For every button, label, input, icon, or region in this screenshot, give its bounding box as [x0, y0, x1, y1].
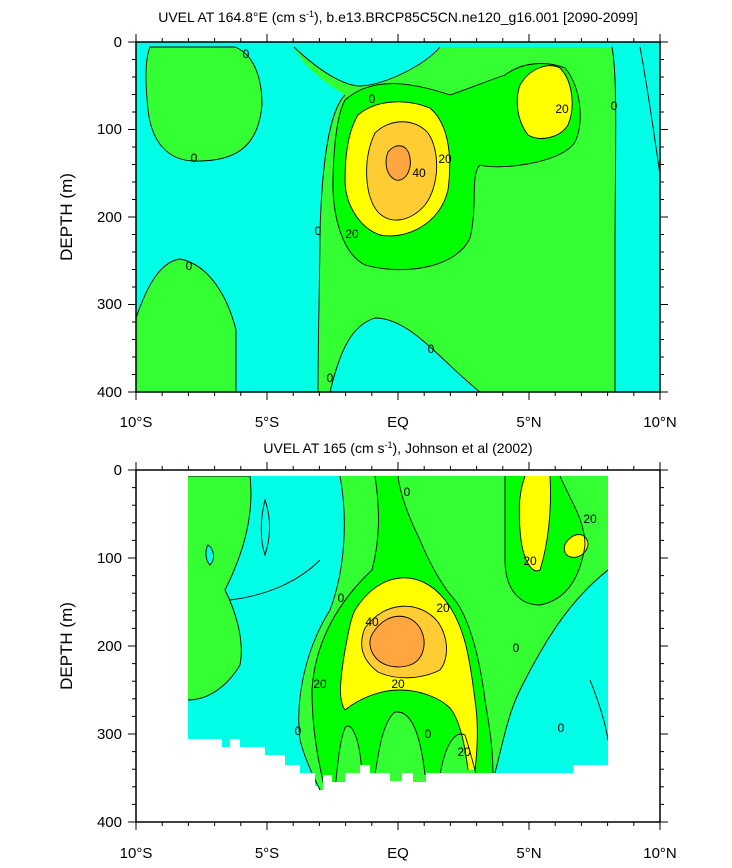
top-contour-label: 0	[369, 92, 376, 106]
bottom-y-tick-label: 100	[97, 550, 122, 567]
bottom-contour-label: 20	[523, 554, 537, 568]
bottom-fill-pocket-west	[261, 500, 270, 555]
bottom-y-axis-label: DEPTH (m)	[57, 602, 76, 690]
top-fill-ne-20-30	[517, 65, 573, 139]
bottom-contour-label: 0	[295, 724, 302, 738]
top-title: UVEL AT 164.8°E (cm s-1), b.e13.BRCP85C5…	[158, 9, 638, 25]
top-x-tick-label: 10°S	[120, 414, 153, 431]
bottom-title: UVEL AT 165 (cm s-1), Johnson et al (200…	[263, 440, 532, 456]
top-y-tick-label: 0	[114, 34, 122, 51]
top-y-tick-labels: 0 100 200 300 400	[97, 34, 122, 401]
top-contour-label: 0	[191, 151, 198, 165]
top-y-tick-label: 400	[97, 384, 122, 401]
bottom-x-tick-label: 10°N	[643, 845, 677, 862]
bottom-ticks	[128, 462, 668, 830]
bottom-x-tick-labels: 10°S 5°S EQ 5°N 10°N	[120, 845, 677, 862]
bottom-contour-label: 20	[457, 745, 471, 759]
bottom-y-tick-labels: 0 100 200 300 400	[97, 462, 122, 831]
bottom-y-tick-label: 200	[97, 638, 122, 655]
top-contour-label: 0	[428, 342, 435, 356]
top-contour-label: 20	[555, 102, 569, 116]
bottom-contour-label: 0	[558, 721, 565, 735]
bottom-fill-ne-small-20-30	[564, 534, 588, 558]
top-contour-label: 0	[327, 371, 334, 385]
bottom-x-tick-label: 5°S	[255, 845, 279, 862]
top-fill-core-40-50	[386, 145, 411, 181]
top-x-tick-label: 5°N	[516, 414, 541, 431]
bottom-y-tick-label: 300	[97, 726, 122, 743]
top-contour-label: 20	[345, 227, 359, 241]
bottom-contour-label: 20	[583, 512, 597, 526]
top-contour-labels: 0 0 0 0 0 0 0 0 20 20 20 40	[186, 47, 618, 385]
top-contour-label: 0	[186, 259, 193, 273]
bottom-fill-pocket-west-2	[205, 545, 214, 565]
bottom-contour-label: 0	[513, 641, 520, 655]
bottom-contour-label: 0	[404, 485, 411, 499]
bottom-contour-fills	[188, 476, 608, 790]
top-y-tick-label: 300	[97, 296, 122, 313]
bottom-contour-label: 40	[365, 615, 379, 629]
bottom-contour-label: 20	[391, 677, 405, 691]
bottom-contour-labels: 0 0 0 0 20 20 20 20 20 20 40 0 0	[295, 485, 597, 759]
bottom-x-tick-label: EQ	[387, 845, 409, 862]
top-contour-lines	[135, 46, 661, 393]
top-x-tick-labels: 10°S 5°S EQ 5°N 10°N	[120, 414, 677, 431]
top-y-axis-label: DEPTH (m)	[57, 173, 76, 261]
top-panel: UVEL AT 164.8°E (cm s-1), b.e13.BRCP85C5…	[57, 9, 677, 431]
bottom-y-tick-label: 0	[114, 462, 122, 479]
bottom-contour-label: 20	[436, 601, 450, 615]
top-fill-left-0-10	[145, 47, 262, 162]
top-ticks	[128, 34, 668, 400]
bottom-fill-left-0-10	[188, 476, 251, 700]
top-x-tick-label: 10°N	[643, 414, 677, 431]
bottom-fill-core-40-50	[369, 616, 425, 667]
top-contour-label: 40	[412, 166, 426, 180]
top-y-tick-label: 100	[97, 121, 122, 138]
bottom-x-tick-label: 5°N	[516, 845, 541, 862]
top-x-tick-label: 5°S	[255, 414, 279, 431]
top-y-tick-label: 200	[97, 209, 122, 226]
bottom-contour-label: 20	[313, 677, 327, 691]
bottom-contour-label: 0	[425, 727, 432, 741]
bottom-contour-lines	[188, 476, 608, 790]
top-contour-label: 0	[611, 99, 618, 113]
bottom-x-tick-label: 10°S	[120, 845, 153, 862]
bottom-panel: UVEL AT 165 (cm s-1), Johnson et al (200…	[57, 440, 677, 862]
top-contour-fills	[136, 42, 660, 392]
top-contour-label: 0	[243, 47, 250, 61]
bottom-contour-label: 0	[338, 591, 345, 605]
bottom-y-tick-label: 400	[97, 814, 122, 831]
bottom-fill-ne-20-30	[519, 476, 551, 571]
top-contour-label: 0	[315, 224, 322, 238]
top-x-tick-label: EQ	[387, 414, 409, 431]
top-fill-left-deep-0-10	[136, 259, 236, 392]
top-contour-label: 20	[438, 152, 452, 166]
